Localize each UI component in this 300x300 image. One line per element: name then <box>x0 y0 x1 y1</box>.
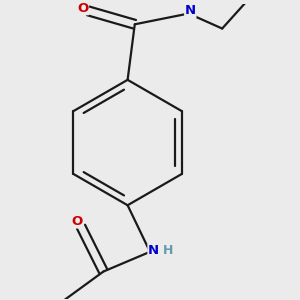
Text: N: N <box>185 4 196 17</box>
Text: H: H <box>163 244 173 257</box>
Text: O: O <box>72 215 83 228</box>
Text: N: N <box>148 244 159 257</box>
Text: O: O <box>77 2 88 15</box>
